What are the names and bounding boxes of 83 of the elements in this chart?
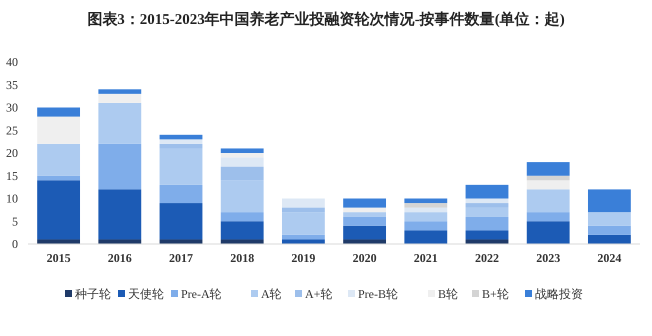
bar bbox=[343, 212, 386, 217]
bar bbox=[282, 234, 325, 240]
x-tick-label: 2019 bbox=[291, 251, 316, 265]
bar bbox=[160, 203, 202, 240]
y-tick-label: 20 bbox=[6, 146, 18, 160]
y-tick-label: 10 bbox=[6, 192, 18, 206]
bar bbox=[404, 203, 448, 208]
legend-label: 战略投资 bbox=[535, 287, 583, 302]
bar bbox=[37, 108, 80, 117]
bar bbox=[160, 134, 202, 140]
bar bbox=[220, 221, 264, 240]
x-tick-label: 2024 bbox=[597, 251, 622, 265]
bar bbox=[160, 148, 202, 185]
bar bbox=[466, 230, 508, 240]
bar bbox=[588, 226, 631, 235]
bar bbox=[526, 221, 570, 244]
x-tick-label: 2020 bbox=[352, 251, 377, 265]
x-tick-label: 2021 bbox=[414, 251, 438, 265]
bar bbox=[220, 180, 264, 212]
bar bbox=[588, 189, 631, 212]
bar bbox=[466, 198, 508, 204]
bar bbox=[220, 153, 264, 158]
bar bbox=[37, 180, 80, 240]
bar bbox=[526, 180, 570, 190]
x-tick-label: 2015 bbox=[46, 251, 71, 265]
y-tick-label: 5 bbox=[12, 214, 18, 228]
bar bbox=[98, 144, 142, 190]
bar bbox=[98, 102, 142, 144]
bar bbox=[343, 208, 386, 212]
bar bbox=[98, 89, 142, 94]
legend-label: 种子轮 bbox=[75, 287, 111, 302]
bar bbox=[220, 148, 264, 153]
bar bbox=[526, 189, 570, 212]
legend-label: A轮 bbox=[261, 287, 282, 302]
bar bbox=[98, 189, 142, 240]
bar bbox=[37, 116, 80, 144]
bar bbox=[404, 208, 448, 212]
bar bbox=[282, 208, 325, 212]
legend-label: Pre-A轮 bbox=[181, 287, 222, 302]
bar bbox=[526, 162, 570, 176]
legend-label: Pre-B轮 bbox=[358, 287, 398, 302]
bar bbox=[343, 216, 386, 226]
legend-label: B轮 bbox=[438, 287, 458, 302]
bar bbox=[220, 158, 264, 167]
bar bbox=[404, 230, 448, 244]
bar bbox=[37, 176, 80, 180]
y-tick-label: 0 bbox=[12, 237, 18, 252]
bar bbox=[282, 198, 325, 208]
bar bbox=[343, 198, 386, 208]
bar bbox=[160, 184, 202, 204]
x-tick-label: 2018 bbox=[230, 251, 254, 265]
bar bbox=[404, 198, 448, 204]
bar bbox=[588, 234, 631, 244]
bar bbox=[588, 212, 631, 226]
bar bbox=[282, 212, 325, 235]
x-tick-label: 2017 bbox=[169, 251, 193, 265]
bar bbox=[160, 139, 202, 144]
bar bbox=[526, 176, 570, 180]
bar bbox=[466, 203, 508, 208]
y-tick-label: 25 bbox=[6, 123, 18, 138]
y-tick-label: 30 bbox=[6, 100, 18, 115]
bar bbox=[526, 212, 570, 222]
bar bbox=[160, 144, 202, 148]
x-tick-label: 2022 bbox=[475, 251, 499, 265]
bar bbox=[37, 144, 80, 176]
bar bbox=[343, 226, 386, 240]
bar bbox=[466, 184, 508, 198]
bar bbox=[98, 94, 142, 103]
x-tick-label: 2023 bbox=[536, 251, 560, 265]
legend-label: 天使轮 bbox=[128, 287, 164, 302]
bar bbox=[466, 216, 508, 230]
bar bbox=[220, 166, 264, 180]
bar bbox=[404, 212, 448, 222]
y-tick-label: 35 bbox=[6, 78, 18, 92]
x-tick-label: 2016 bbox=[108, 251, 132, 265]
bar bbox=[466, 208, 508, 217]
legend-label: B+轮 bbox=[482, 287, 509, 302]
y-tick-label: 15 bbox=[6, 168, 18, 183]
y-tick-label: 40 bbox=[6, 55, 18, 70]
bar bbox=[404, 221, 448, 230]
bar bbox=[220, 212, 264, 222]
legend-label: A+轮 bbox=[305, 287, 332, 302]
chart-title: 图表3：2015-2023年中国养老产业投融资轮次情况-按事件数量(单位：起) bbox=[87, 10, 565, 28]
